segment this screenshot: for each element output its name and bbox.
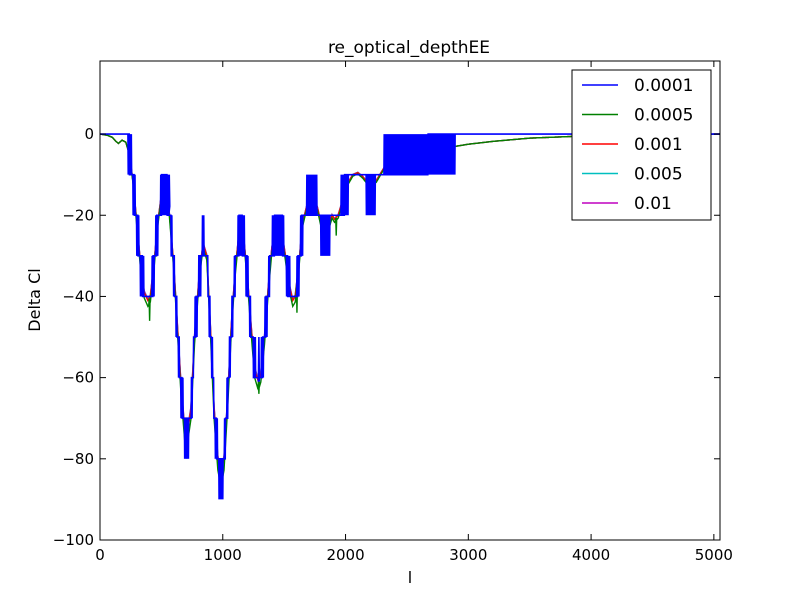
x-tick-label: 5000 xyxy=(695,546,733,564)
x-tick-label: 1000 xyxy=(204,546,242,564)
x-tick-label: 3000 xyxy=(449,546,487,564)
x-axis-label: l xyxy=(408,568,412,587)
legend: 0.0001 0.0005 0.001 0.005 0.01 xyxy=(571,69,712,221)
y-tick-label: −80 xyxy=(62,450,94,468)
y-tick-label: −40 xyxy=(62,287,94,305)
plot-area: 0 1000 2000 3000 4000 5000 0 −20 −40 −60 −80 −100 xyxy=(53,60,733,564)
x-tick-label: 4000 xyxy=(572,546,610,564)
y-tick-label: 0 xyxy=(84,125,94,143)
x-tick-label: 0 xyxy=(95,546,105,564)
legend-label: 0.0001 xyxy=(634,76,693,96)
legend-label: 0.005 xyxy=(634,165,683,185)
legend-label: 0.01 xyxy=(634,194,672,214)
y-tick-label: −60 xyxy=(62,369,94,387)
legend-label: 0.0005 xyxy=(634,106,693,126)
axes-frame xyxy=(99,60,721,541)
x-tick-label: 2000 xyxy=(326,546,364,564)
y-axis-label: Delta Cl xyxy=(25,268,44,331)
y-axis: 0 −20 −40 −60 −80 −100 xyxy=(53,125,720,549)
x-axis: 0 1000 2000 3000 4000 5000 xyxy=(95,61,733,564)
chart-title: re_optical_depthEE xyxy=(328,38,490,58)
legend-box xyxy=(571,69,712,221)
y-tick-label: −20 xyxy=(62,206,94,224)
legend-label: 0.001 xyxy=(634,135,683,155)
y-tick-label: −100 xyxy=(53,531,94,549)
